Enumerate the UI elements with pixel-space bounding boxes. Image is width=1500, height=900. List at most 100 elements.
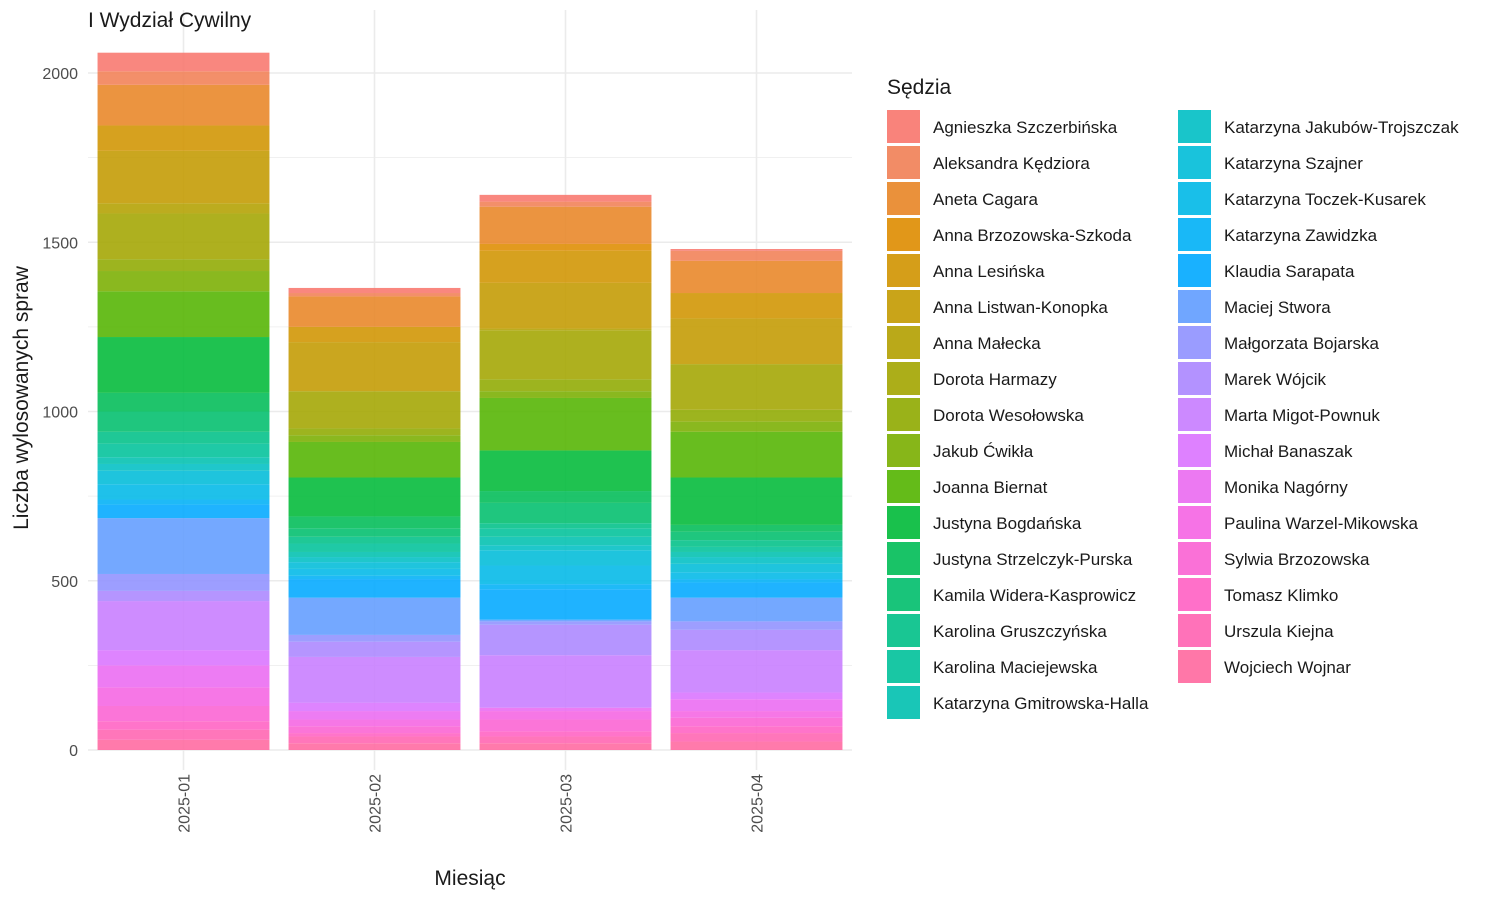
legend-key [887,182,920,215]
bar-segment [97,125,270,151]
bar-segment [97,650,270,666]
bar-segment [479,243,652,251]
bar-segment [479,282,652,329]
bar-segment [479,328,652,331]
bar-segment [479,206,652,244]
bar-segment [479,491,652,503]
bar-segment [97,337,270,393]
legend-label: Anna Listwan-Konopka [933,298,1108,317]
legend-key [1178,254,1211,287]
bar-segment [670,726,843,734]
bar-segment [97,518,270,574]
bar-segment [288,579,461,598]
bar-segment [97,52,270,72]
legend-label: Paulina Warzel-Mikowska [1224,514,1419,533]
bar-segment [97,601,270,651]
bar-segment [97,470,270,485]
bar-segment [97,504,270,519]
legend-label: Sylwia Brzozowska [1224,550,1370,569]
x-tick-label: 2025-04 [750,774,767,833]
bar-segment [670,409,843,422]
bar-segment [670,260,843,294]
bar-segment [97,411,270,432]
legend-key [887,470,920,503]
bar-segment [670,692,843,700]
legend-label: Michał Banaszak [1224,442,1353,461]
bar-segment [670,629,843,651]
bar-segment [670,597,843,622]
bar-segment [670,421,843,432]
bar-segment [479,201,652,207]
bar-segment [479,624,652,656]
legend-key [887,146,920,179]
bar-segment [288,296,461,327]
legend-key [887,434,920,467]
legend-label: Anna Lesińska [933,262,1045,281]
bar-segment [670,250,843,261]
bar-segment [288,726,461,734]
bar-segment [288,516,461,529]
legend-key [887,362,920,395]
x-axis-title: Miesiąc [434,867,505,890]
legend-label: Maciej Stwora [1224,298,1331,317]
legend-label: Monika Nagórny [1224,478,1348,497]
bar-segment [97,203,270,214]
legend-label: Anna Małecka [933,334,1041,353]
legend-label: Aneta Cagara [933,190,1038,209]
bar-segment [670,650,843,693]
legend-key [887,506,920,539]
x-tick-label: 2025-03 [559,774,576,833]
legend-label: Marta Migot-Pownuk [1224,406,1380,425]
bar-segment [97,259,270,272]
bar-segment [288,477,461,517]
legend-key [887,290,920,323]
bar-segment [288,528,461,537]
bar-segment [288,719,461,727]
bar-segment [670,249,843,251]
bar-segment [479,528,652,537]
bar-segment [97,721,270,730]
bar-segment [670,364,843,410]
legend-label: Katarzyna Toczek-Kusarek [1224,190,1426,209]
bar-segment [97,431,270,444]
bar-segment [288,562,461,569]
chart-title: I Wydział Cywilny [88,9,252,32]
legend-label: Dorota Wesołowska [933,406,1084,425]
bar-segment [479,584,652,590]
bar-segment [97,457,270,464]
bar-segment [479,523,652,529]
bar-segment [479,621,652,625]
bar-segment [670,431,843,478]
legend-key [1178,614,1211,647]
x-tick-label: 2025-01 [177,774,194,833]
bar-segment [288,391,461,429]
bar-segment [97,463,270,471]
bar-segment [97,705,270,722]
bar-segment [670,524,843,532]
legend-key [887,398,920,431]
bar-segment [670,621,843,630]
bar-segment [479,731,652,737]
bar-segment [670,733,843,742]
bar-segment [97,71,270,85]
legend-key [887,650,920,683]
legend-key [1178,578,1211,611]
legend-key [1178,146,1211,179]
bar-segment [479,379,652,392]
y-tick-label: 500 [51,574,78,591]
bar-segment [288,342,461,392]
legend-label: Klaudia Sarapata [1224,262,1355,281]
bar-segment [97,665,270,688]
y-tick-label: 1500 [42,235,78,252]
bar-segment [288,435,461,442]
bar-segment [288,575,461,580]
bar-segment [97,739,270,750]
bar-segment [670,551,843,558]
bar-segment [288,743,461,750]
legend-label: Urszula Kiejna [1224,622,1334,641]
bar-segment [670,741,843,750]
y-axis-title: Liczba wylosowanych spraw [10,265,33,530]
bar-segment [670,579,843,583]
bar-segment [97,484,270,500]
legend-label: Justyna Bogdańska [933,514,1082,533]
